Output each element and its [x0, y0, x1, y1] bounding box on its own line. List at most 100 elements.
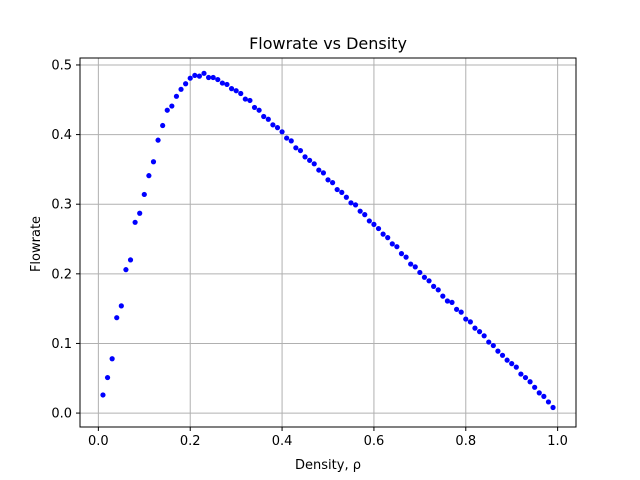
data-point: [472, 325, 478, 331]
data-point: [518, 371, 524, 377]
plot-area-frame: [79, 57, 577, 428]
data-point: [196, 73, 203, 79]
data-point: [371, 221, 377, 227]
data-point: [449, 299, 455, 305]
y-tick-label: 0.4: [51, 128, 72, 143]
data-point: [192, 72, 198, 79]
data-point: [504, 357, 510, 363]
data-point: [398, 251, 405, 257]
data-point: [238, 90, 244, 97]
data-point: [435, 287, 441, 293]
x-tick-label: 0.8: [455, 434, 476, 449]
data-point: [187, 75, 193, 81]
data-point: [183, 81, 189, 87]
data-point: [490, 342, 496, 349]
x-tick-label: 0.2: [180, 434, 201, 449]
data-point: [380, 231, 386, 237]
data-point: [201, 70, 207, 76]
data-point: [426, 278, 432, 284]
y-tick-label: 0.0: [51, 407, 72, 422]
x-tick-label: 0.4: [272, 434, 293, 449]
data-point: [284, 135, 290, 141]
x-axis-ticks: 0.0 0.2 0.4 0.6 0.8 1.0: [88, 427, 568, 449]
data-point: [279, 129, 285, 135]
data-point: [495, 348, 501, 354]
data-point: [256, 107, 262, 113]
data-point: [160, 122, 166, 129]
data-point: [114, 315, 120, 321]
y-axis-label: Flowrate: [29, 216, 44, 272]
data-point: [550, 404, 556, 411]
data-point: [545, 399, 552, 405]
data-point: [293, 145, 299, 151]
data-point: [421, 274, 428, 280]
y-tick-label: 0.1: [51, 337, 72, 352]
x-tick-label: 0.6: [364, 434, 385, 449]
data-point: [431, 283, 437, 289]
data-point: [412, 264, 418, 270]
data-point: [334, 186, 340, 193]
data-point: [357, 208, 363, 214]
chart-title: Flowrate vs Density: [249, 34, 407, 53]
data-point: [339, 189, 345, 195]
data-point: [265, 116, 271, 122]
data-point: [316, 167, 322, 173]
y-tick-label: 0.3: [51, 198, 72, 213]
data-point: [444, 298, 451, 304]
data-point: [352, 202, 359, 208]
data-point: [440, 293, 446, 299]
data-point: [522, 374, 529, 381]
data-point: [302, 154, 308, 160]
data-point: [467, 319, 473, 325]
y-tick-label: 0.5: [51, 58, 72, 73]
data-point: [224, 81, 230, 88]
data-point: [403, 254, 409, 260]
data-point: [536, 390, 542, 396]
data-point: [146, 173, 152, 179]
x-tick-label: 0.0: [88, 434, 109, 449]
data-point: [463, 316, 469, 322]
data-point: [132, 219, 138, 225]
data-point: [362, 212, 368, 218]
data-point: [137, 210, 143, 216]
data-point: [173, 93, 180, 99]
data-point: [366, 218, 372, 224]
x-axis-label: Density, ρ: [295, 458, 361, 473]
data-point: [307, 157, 313, 163]
data-point: [513, 364, 519, 370]
data-point: [311, 161, 317, 167]
data-point: [178, 86, 184, 92]
data-point: [219, 80, 225, 86]
data-point: [109, 356, 115, 362]
data-point: [228, 86, 235, 92]
y-axis-ticks: 0.0 0.1 0.2 0.3 0.4 0.5: [51, 58, 80, 422]
data-point: [288, 138, 294, 144]
data-point: [270, 122, 276, 128]
data-point: [476, 329, 483, 335]
data-point: [233, 88, 239, 94]
data-point: [408, 261, 414, 267]
y-tick-label: 0.2: [51, 267, 72, 282]
data-point: [481, 333, 487, 339]
data-point: [486, 339, 492, 345]
data-point: [242, 96, 248, 102]
data-point: [499, 352, 506, 358]
data-point: [141, 191, 147, 198]
data-point: [127, 257, 134, 263]
data-point: [509, 361, 515, 367]
data-point: [329, 180, 336, 186]
data-point: [247, 97, 253, 104]
data-point: [100, 392, 106, 398]
data-point: [348, 200, 354, 206]
data-point: [210, 74, 216, 81]
data-point: [417, 269, 423, 276]
data-point: [532, 384, 538, 390]
data-point: [104, 374, 111, 381]
data-point: [274, 125, 281, 131]
grid-lines: [80, 58, 576, 427]
data-point: [343, 194, 349, 200]
x-tick-label: 1.0: [547, 434, 568, 449]
data-point: [205, 74, 212, 81]
data-point: [375, 225, 382, 232]
